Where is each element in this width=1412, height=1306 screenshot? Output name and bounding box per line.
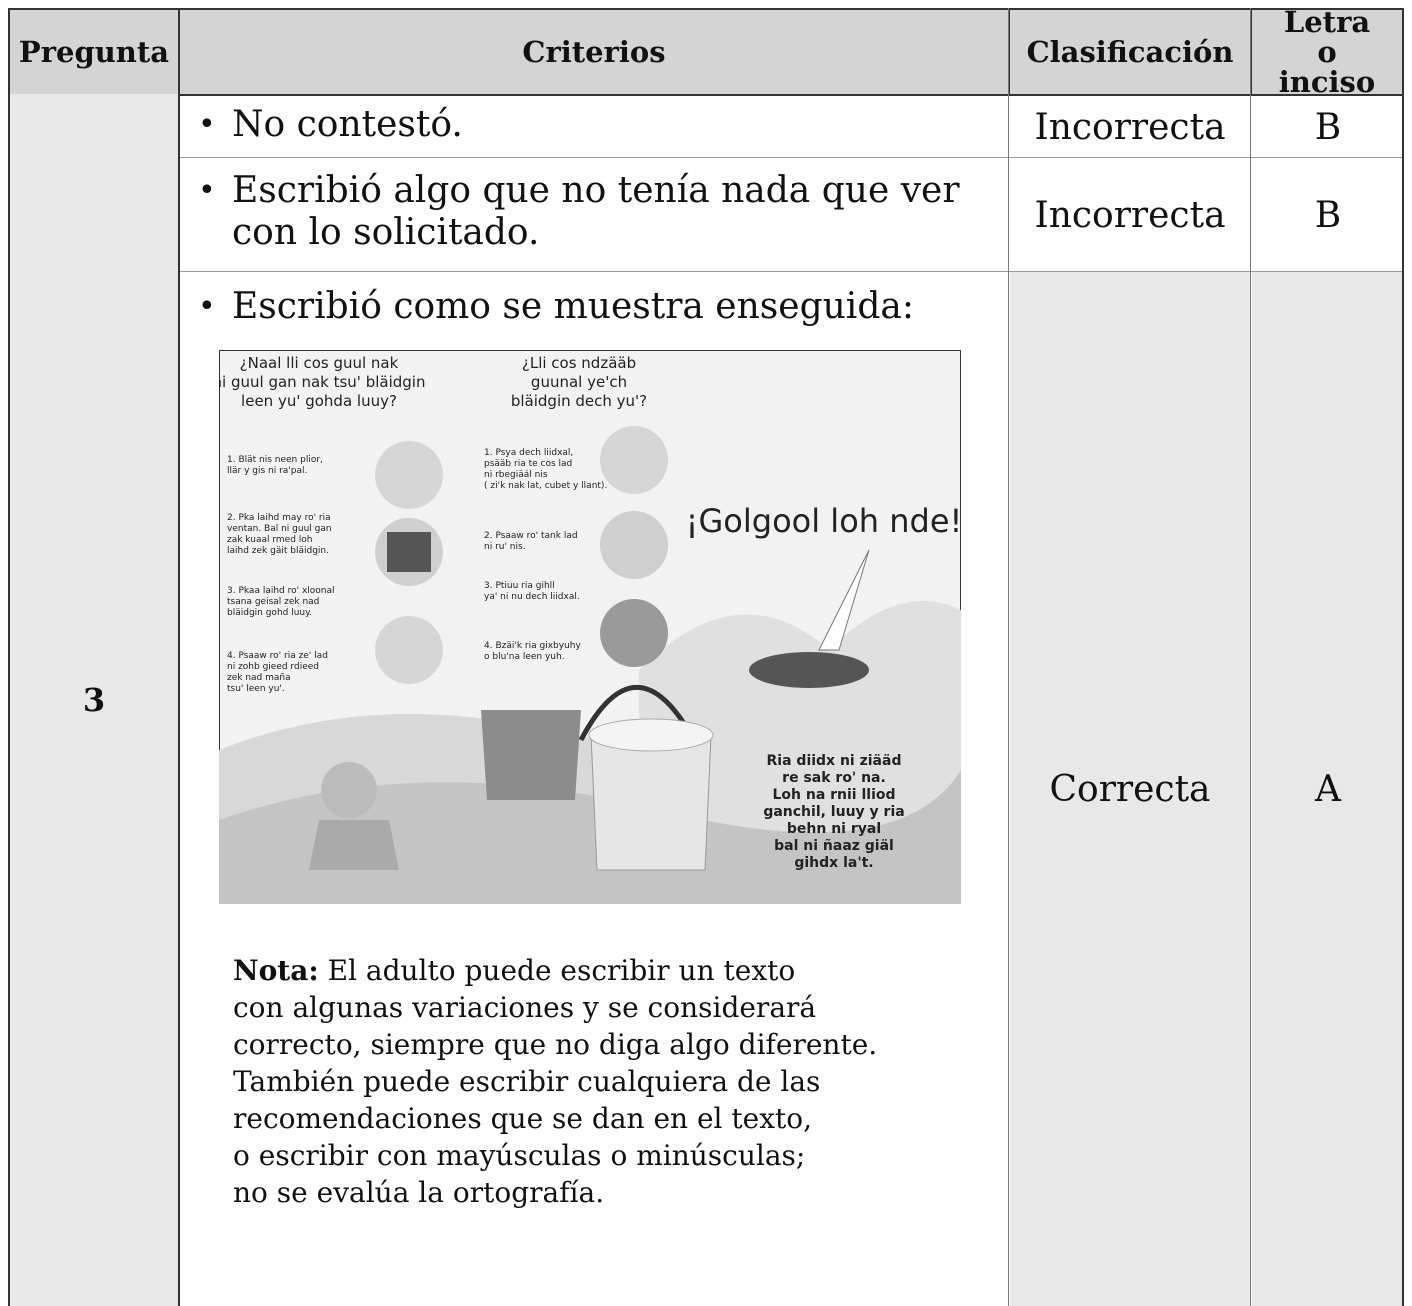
row-divider [180, 271, 1404, 272]
poster-text: zek nad maña [227, 673, 291, 683]
letter: B [1314, 106, 1342, 148]
border [178, 8, 180, 1306]
note-label: Nota: [233, 954, 319, 987]
poster-text: ni guul gan nak tsu' bläidgin [219, 373, 425, 391]
poster-text: ni rbegiäál nis [484, 470, 548, 480]
row-divider [180, 157, 1404, 158]
header-cell: Letra o inciso [1250, 7, 1404, 97]
poster-text: ¿Naal lli cos guul nak [240, 354, 399, 372]
bucket-lid [588, 718, 714, 752]
mosquito-wing [818, 549, 870, 651]
note-line: recomendaciones que se dan en el texto, [233, 1100, 1003, 1137]
poster-text: ni zohb gieed rdieed [227, 662, 319, 672]
note-line-text: recomendaciones que se dan en el texto, [233, 1102, 813, 1135]
poster-text: laihd zek gäit bläidgin. [227, 546, 329, 556]
poster-text: o blu'na leen yuh. [484, 652, 565, 662]
border [1402, 8, 1404, 1306]
poster-text: 4. Bzäi'k ria gixbyuhy [484, 641, 581, 651]
poster-text: Loh na rnii lliod [772, 787, 895, 803]
poster-text: 2. Psaaw ro' tank lad [484, 531, 578, 541]
bucket [481, 710, 581, 800]
poster-text: Ria diidx ni ziääd [767, 753, 902, 769]
poster-text: zak kuaal rmed loh [227, 535, 312, 545]
icon [600, 511, 668, 579]
poster-text: 1. Psya dech liidxal, [484, 448, 573, 458]
poster-text: psääb ria te cos lad [484, 459, 572, 469]
poster-text: behn ni ryal [787, 821, 881, 837]
poster-text: leen yu' gohda luuy? [241, 392, 397, 410]
note-line-text: También puede escribir cualquiera de las [233, 1065, 821, 1098]
header-cell: Criterios [178, 8, 1010, 96]
header-cell: Pregunta [8, 8, 180, 96]
question-cell: 3 [8, 94, 180, 1306]
note-line: con algunas variaciones y se considerará [233, 989, 1003, 1026]
poster-text: guunal ye'ch [531, 373, 627, 391]
poster-text: 1. Blät nis neen plior, [227, 455, 323, 465]
poster-text: ¿Lli cos ndzääb [522, 354, 636, 372]
note-line-text: El adulto puede escribir un texto [327, 954, 796, 987]
note-line: Nota: El adulto puede escribir un texto [233, 952, 1003, 989]
note: Nota: El adulto puede escribir un texto c… [233, 952, 1003, 1211]
note-line-text: o escribir con mayúsculas o minúsculas; [233, 1139, 806, 1172]
note-line: correcto, siempre que no diga algo difer… [233, 1026, 1003, 1063]
border [8, 8, 10, 1306]
poster-text: gihdx la't. [794, 855, 873, 871]
mosquito [749, 652, 869, 688]
icon [375, 616, 443, 684]
poster-text: ¡Golgool loh nde! [686, 502, 961, 540]
poster-text: bläidgin dech yu'? [511, 392, 647, 410]
letter: B [1314, 194, 1342, 236]
note-line: o escribir con mayúsculas o minúsculas; [233, 1137, 1003, 1174]
ground [219, 770, 961, 904]
letter: A [1252, 272, 1404, 1306]
person [321, 762, 377, 818]
note-line-text: correcto, siempre que no diga algo difer… [233, 1028, 878, 1061]
poster-text: bläidgin gohd luuy. [227, 608, 312, 618]
poster-text: llär y gis ni ra'pal. [227, 466, 307, 476]
poster-text: ventan. Bal ni guul gan [227, 524, 332, 534]
classification: Incorrecta [1034, 194, 1226, 236]
note-line: no se evalúa la ortografía. [233, 1174, 1003, 1211]
note-line-text: con algunas variaciones y se considerará [233, 991, 817, 1024]
criterion: No contestó. [180, 96, 1008, 158]
classification: Incorrecta [1034, 106, 1226, 148]
poster-text: tsu' leen yu'. [227, 684, 285, 694]
poster-text: ganchil, luuy y ria [763, 804, 904, 820]
person [309, 820, 399, 870]
poster-text: ni ru' nis. [484, 542, 526, 552]
poster-text: re sak ro' na. [782, 770, 886, 786]
criterion: Escribió como se muestra enseguida: [180, 272, 1008, 332]
icon [600, 426, 668, 494]
icon [387, 532, 431, 572]
border [1008, 8, 1009, 1306]
poster-text: bal ni ñaaz giäl [774, 838, 894, 854]
header-cell: Clasificación [1008, 8, 1252, 96]
poster-text: ( zi'k nak lat, cubet y llant). [484, 481, 607, 491]
poster-text: 3. Ptiuu ria gihll [484, 581, 555, 591]
poster-text: tsana geisal zek nad [227, 597, 319, 607]
border [1250, 8, 1251, 1306]
poster-text: 2. Pka laihd may ro' ria [227, 513, 331, 523]
poster-text: 4. Psaaw ro' ria ze' lad [227, 651, 328, 661]
bucket [590, 734, 712, 871]
icon [375, 441, 443, 509]
poster-text: 3. Pkaa laihd ro' xloonal [227, 586, 335, 596]
classification: Correcta [1010, 272, 1250, 1306]
criterion: Escribió algo que no tenía nada que ver … [180, 158, 1008, 272]
note-line: También puede escribir cualquiera de las [233, 1063, 1003, 1100]
note-text: Nota: El adulto puede escribir un texto c… [233, 952, 1003, 1211]
poster-text: ya' ni nu dech liidxal. [484, 592, 580, 602]
note-line-text: no se evalúa la ortografía. [233, 1176, 605, 1209]
icon [600, 599, 668, 667]
